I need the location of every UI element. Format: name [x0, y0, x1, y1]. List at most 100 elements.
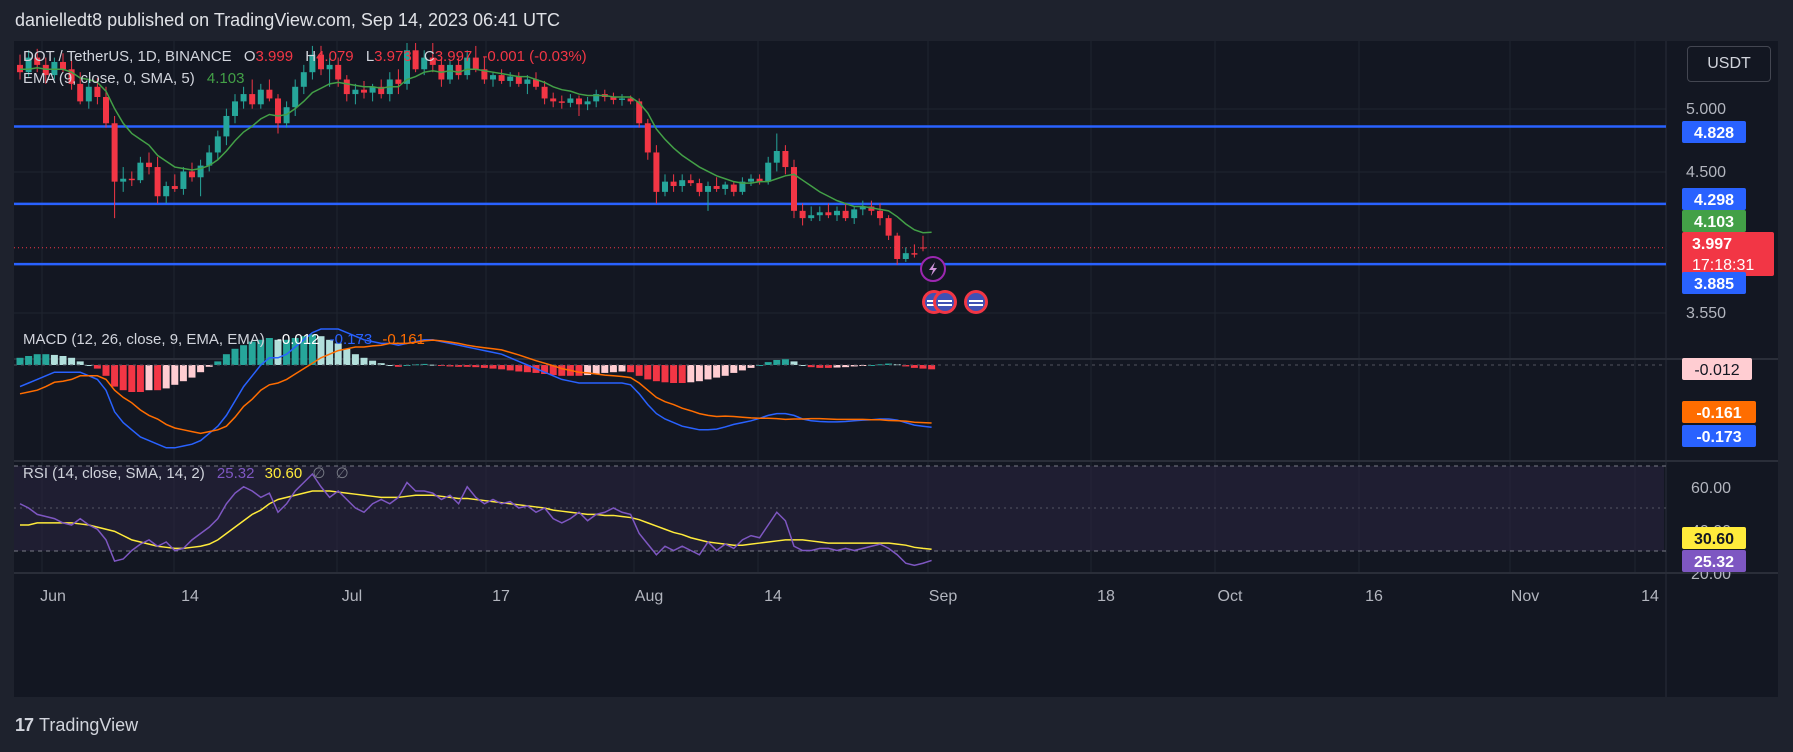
macd-histogram-bar: [136, 365, 144, 392]
macd-histogram-bar: [867, 365, 875, 366]
macd-histogram-bar: [240, 345, 248, 365]
svg-text:4.828: 4.828: [1694, 125, 1734, 142]
candle-body: [128, 178, 135, 181]
candle-body: [687, 180, 694, 184]
price-tick: 4.500: [1686, 164, 1726, 181]
svg-text:30.60: 30.60: [1694, 531, 1734, 548]
candle-body: [300, 72, 307, 87]
candle-body: [885, 218, 892, 236]
candle-body: [515, 76, 522, 84]
macd-histogram-bar: [635, 365, 643, 376]
macd-histogram-bar: [231, 348, 239, 365]
candle-body: [748, 178, 754, 182]
chart-canvas[interactable]: DOT / TetherUS, 1D, BINANCE O3.999 H4.07…: [14, 41, 1778, 697]
candle-body: [378, 86, 385, 95]
macd-histogram-bar: [738, 365, 746, 371]
chart-frame[interactable]: DOT / TetherUS, 1D, BINANCE O3.999 H4.07…: [14, 41, 1778, 697]
candle-body: [111, 123, 118, 182]
macd-histogram-bar: [747, 365, 755, 368]
candle-body: [163, 186, 170, 197]
macd-histogram-bar: [670, 365, 678, 383]
macd-histogram-bar: [575, 365, 583, 376]
svg-text:4.103: 4.103: [1694, 214, 1734, 231]
macd-histogram-bar: [429, 364, 437, 366]
macd-histogram-bar: [179, 365, 187, 382]
brand-name: TradingView: [39, 715, 139, 735]
macd-histogram-bar: [248, 341, 256, 365]
macd-histogram-bar: [197, 365, 205, 373]
macd-histogram-bar: [317, 336, 325, 365]
candle-body: [240, 94, 247, 102]
main-legend: DOT / TetherUS, 1D, BINANCE O3.999 H4.07…: [23, 48, 587, 65]
macd-histogram-bar: [480, 365, 488, 368]
candle-body: [507, 76, 514, 81]
macd-histogram-bar: [790, 361, 798, 365]
rsi-legend: RSI (14, close, SMA, 14, 2) 25.32 30.60 …: [23, 465, 349, 482]
candle-body: [232, 101, 238, 116]
x-axis-label: 17: [492, 588, 510, 605]
current-price-tag: 3.997 17:18:31: [1682, 232, 1774, 276]
candle-body: [404, 50, 410, 84]
macd-histogram-bar: [128, 365, 136, 392]
candle-body: [808, 215, 815, 219]
candle-body: [180, 171, 187, 189]
macd-histogram-bar: [291, 338, 299, 365]
rsi-line: [19, 472, 932, 567]
candle-body: [834, 210, 840, 216]
svg-text:-0.012: -0.012: [1694, 362, 1739, 379]
macd-histogram-bar: [756, 365, 764, 366]
macd-histogram-bar: [764, 362, 772, 365]
macd-histogram-bar: [678, 365, 686, 383]
macd-histogram-bar: [171, 365, 179, 385]
footer-brand[interactable]: 17 TradingView: [15, 715, 138, 736]
candle-body: [68, 69, 75, 84]
candle-body: [859, 206, 866, 210]
macd-histogram-bar: [919, 365, 927, 369]
macd-histogram-bar: [609, 365, 617, 373]
x-axis-label: 18: [1097, 588, 1115, 605]
macd-histogram-bar: [592, 365, 600, 374]
candle-body: [662, 181, 668, 192]
candle-body: [154, 167, 161, 197]
x-axis-label: 14: [181, 588, 199, 605]
macd-histogram-bar: [523, 365, 531, 373]
ema-legend: EMA (9, close, 0, SMA, 5) 4.103: [23, 70, 244, 87]
candle-body: [679, 180, 686, 187]
macd-histogram-bar: [326, 339, 334, 365]
ema-tag: 4.103: [1682, 210, 1746, 232]
x-axis-label: Nov: [1511, 588, 1539, 605]
macd-histogram-bar: [928, 365, 936, 370]
macd-histogram-bar: [93, 365, 101, 369]
price-tick: 5.000: [1686, 101, 1726, 118]
macd-histogram-bar: [334, 343, 342, 365]
candle-body: [670, 181, 677, 187]
candle-body: [85, 86, 92, 102]
candle-body: [25, 57, 32, 73]
macd-histogram-bar: [704, 365, 712, 380]
candle-body: [490, 75, 496, 80]
macd-histogram-bar: [360, 357, 368, 365]
currency-button[interactable]: USDT: [1687, 46, 1771, 82]
candle-body: [816, 212, 823, 216]
macd-histogram-bar: [351, 354, 359, 365]
candle-body: [705, 186, 711, 192]
candle-body: [335, 64, 342, 80]
macd-histogram-bar: [214, 361, 222, 365]
candle-body: [498, 75, 505, 81]
macd-histogram-bar: [42, 354, 50, 365]
macd-histogram-bar: [162, 365, 170, 389]
svg-text:-0.173: -0.173: [1696, 429, 1741, 446]
candle-body: [576, 98, 582, 105]
candle-body: [60, 61, 66, 70]
candle-body: [189, 171, 195, 178]
candle-body: [223, 115, 230, 137]
candle-body: [464, 57, 471, 76]
macd-histogram-bar: [420, 363, 428, 365]
macd-histogram: [16, 334, 936, 392]
macd-histogram-bar: [833, 365, 841, 368]
rsi-ma-tag: 30.60: [1682, 527, 1746, 549]
macd-histogram-bar: [343, 348, 351, 365]
macd-histogram-bar: [50, 354, 58, 365]
candle-body: [894, 235, 901, 259]
candle-body: [206, 152, 213, 166]
